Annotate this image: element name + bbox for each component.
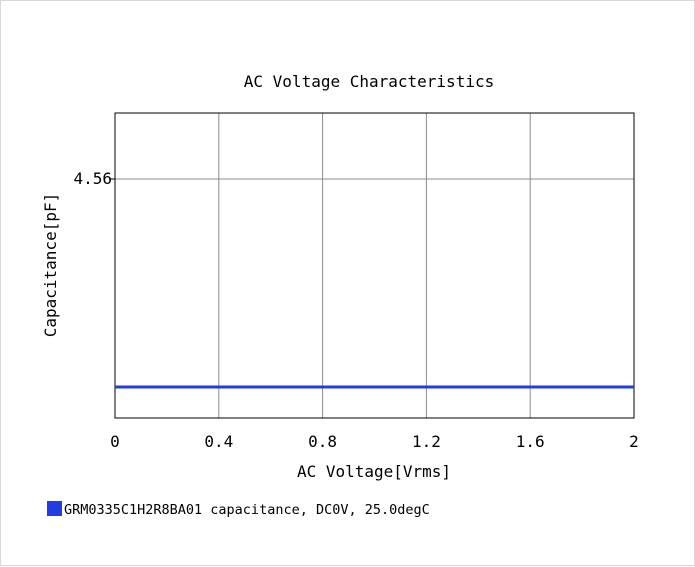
legend-label: GRM0335C1H2R8BA01 capacitance, DC0V, 25.… [64, 502, 430, 518]
x-tick-label: 0.4 [204, 432, 233, 451]
x-tick-label: 2 [629, 432, 639, 451]
plot-area-border [114, 112, 635, 419]
x-tick-label: 1.2 [412, 432, 441, 451]
x-tick-label: 0.8 [308, 432, 337, 451]
x-axis-label: AC Voltage[Vrms] [297, 462, 451, 481]
grid-lines [109, 113, 634, 418]
x-tick-label: 0 [110, 432, 120, 451]
y-tick-label: 4.56 [73, 169, 112, 188]
y-tick-labels: 4.56 [73, 169, 112, 188]
y-axis-label: Capacitance[pF] [41, 193, 60, 338]
x-tick-labels: 0 0.4 0.8 1.2 1.6 2 [110, 432, 639, 451]
legend-swatch [47, 501, 62, 516]
chart-title: AC Voltage Characteristics [244, 72, 494, 91]
x-tick-label: 1.6 [516, 432, 545, 451]
